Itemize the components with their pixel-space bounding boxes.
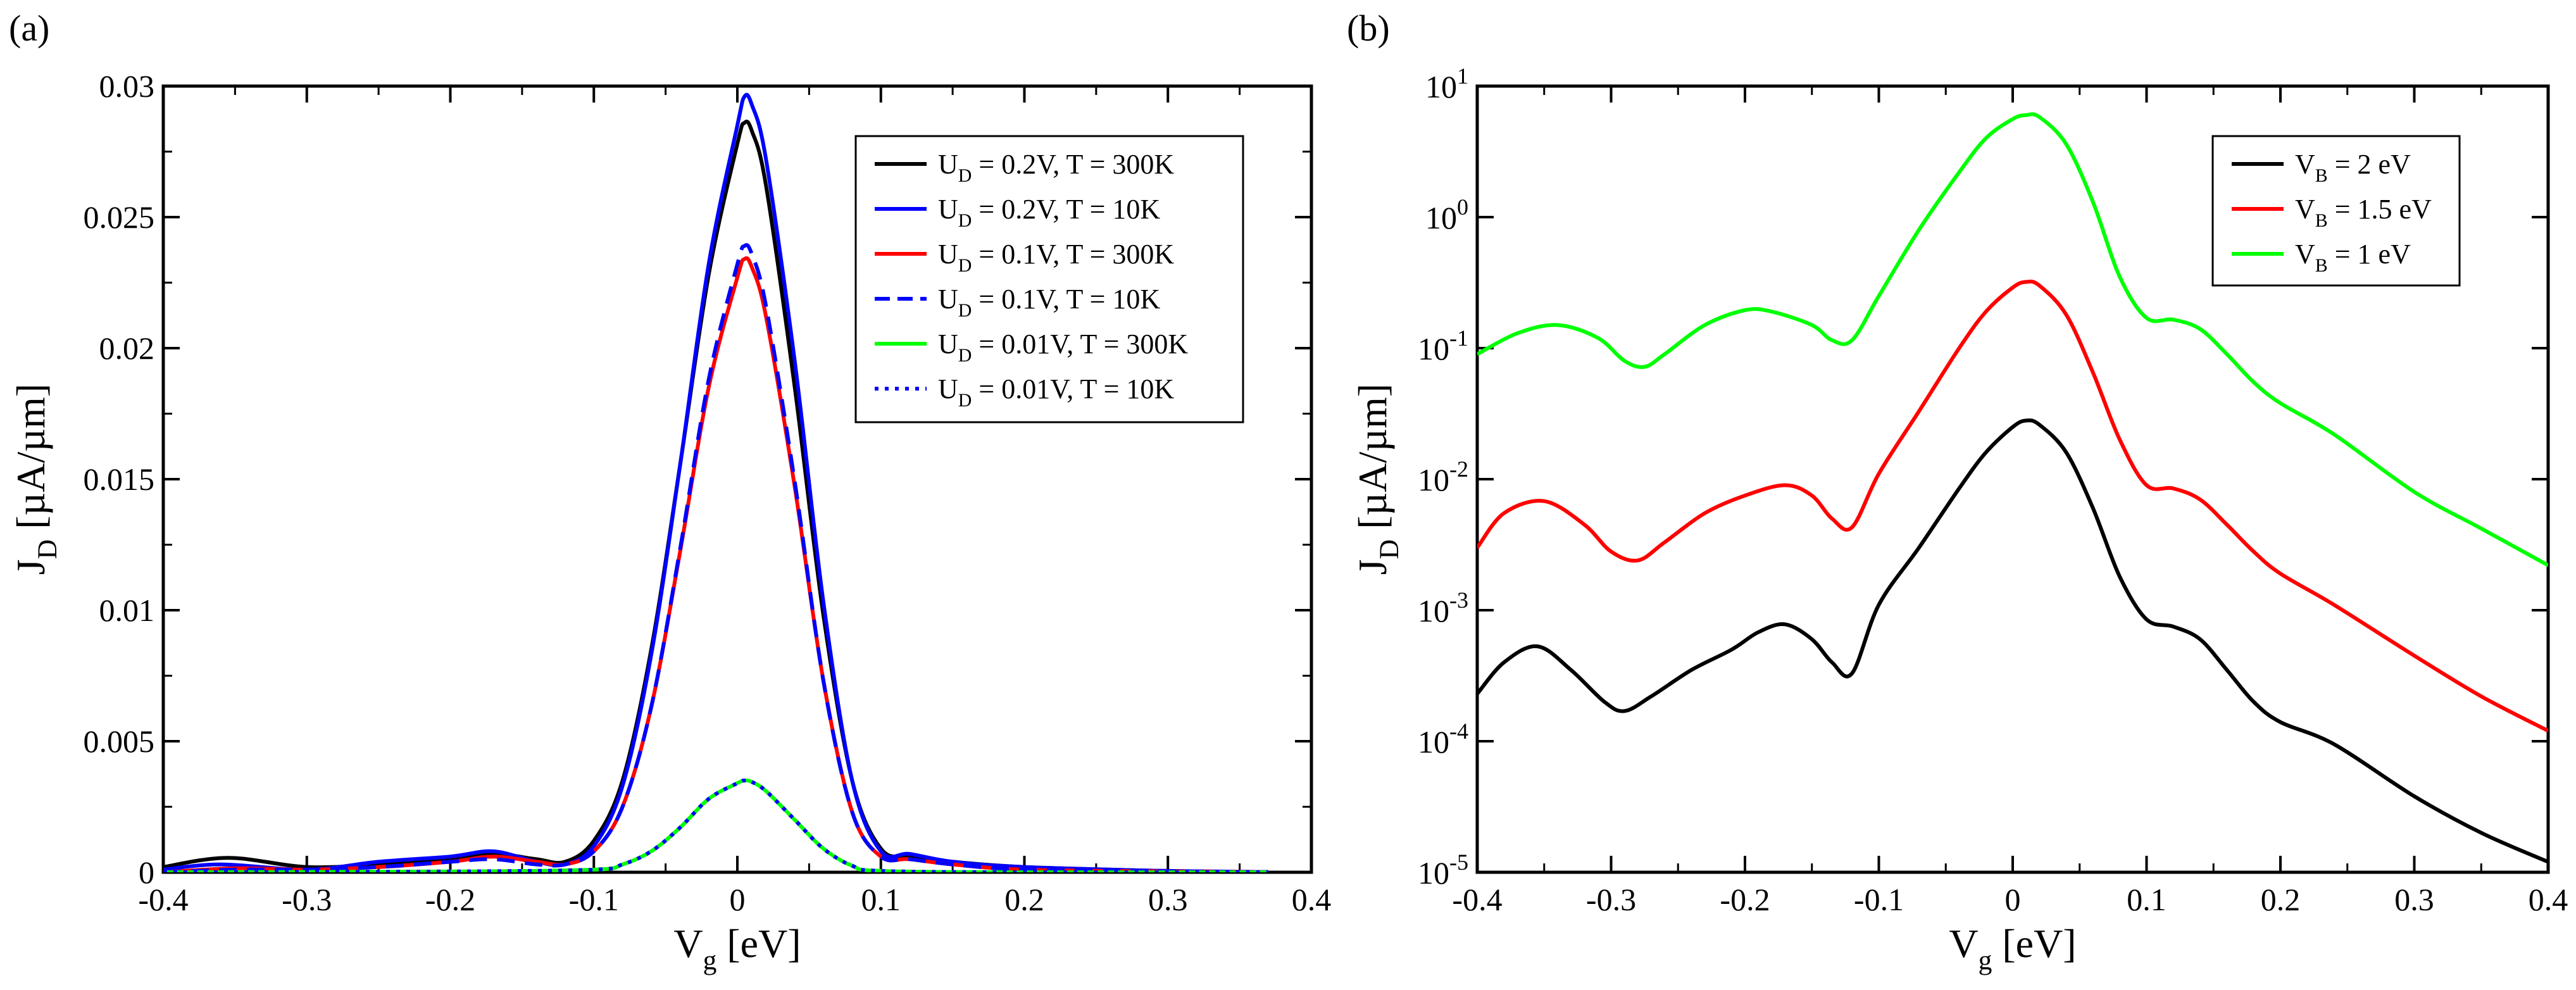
- y-axis-label: JD [µA/µm]: [1350, 384, 1404, 575]
- y-tick-label: 10-3: [1418, 587, 1468, 629]
- series-line-2: [163, 92, 1269, 872]
- y-tick-label: 10-2: [1418, 456, 1468, 498]
- y-tick-label: 0.01: [99, 592, 155, 628]
- series-line-6: [163, 778, 1268, 872]
- x-tick-label: -0.2: [1720, 882, 1770, 917]
- legend-entry: UD = 0.2V, T = 300K: [938, 149, 1174, 186]
- legend-entry: UD = 0.1V, T = 10K: [938, 284, 1160, 321]
- x-tick-label: -0.3: [282, 882, 332, 917]
- x-tick-label: 0.2: [1004, 882, 1044, 917]
- y-axis-label: JD [µA/µm]: [8, 384, 63, 575]
- x-tick-label: 0.1: [861, 882, 901, 917]
- series-line-1: [1477, 418, 2548, 864]
- x-tick-label: -0.4: [138, 882, 188, 917]
- y-tick-label: 100: [1425, 194, 1468, 235]
- legend-entry: UD = 0.2V, T = 10K: [938, 194, 1160, 231]
- y-tick-label: 101: [1425, 63, 1468, 104]
- series-group: [163, 92, 1269, 872]
- series-line-4: [163, 243, 1269, 872]
- x-tick-label: -0.3: [1586, 882, 1636, 917]
- y-tick-label: 0.02: [99, 330, 155, 366]
- legend-entry: UD = 0.01V, T = 300K: [938, 329, 1188, 366]
- x-axis-label: Vg [eV]: [1949, 921, 2076, 975]
- legend: UD = 0.2V, T = 300K UD = 0.2V, T = 10K UD …: [854, 135, 1244, 423]
- x-tick-label: 0.3: [1148, 882, 1188, 917]
- y-tick-label: 10-1: [1418, 325, 1468, 367]
- x-tick-label: -0.1: [569, 882, 619, 917]
- y-tick-label: 0.015: [84, 461, 155, 497]
- chart-panel-a: (a) -0.4 -0.3 -0.2 -0.1 0 0.1 0.2 0.3 0.4 0 0.005 0…: [8, 8, 1331, 975]
- legend-entry: UD = 0.1V, T = 300K: [938, 239, 1174, 276]
- y-tick-label: 0: [139, 855, 154, 890]
- y-tick-label: 0.025: [84, 199, 155, 235]
- legend: VB = 2 eV VB = 1.5 eV VB = 1 eV: [2211, 135, 2461, 287]
- legend-entry: UD = 0.01V, T = 10K: [938, 373, 1174, 411]
- panel-label-a: (a): [9, 8, 49, 49]
- legend-box: [854, 135, 1244, 423]
- y-tick-label: 10-5: [1418, 849, 1468, 891]
- x-tick-label: 0.4: [2529, 882, 2568, 917]
- legend-entry: VB = 2 eV: [2295, 149, 2411, 186]
- chart-panel-b: (b) -0.4 -0.3 -0.2 -0.1 0 0.1 0.2 0.3 0.4 10-5 10-…: [1347, 8, 2568, 975]
- x-tick-label: -0.2: [425, 882, 475, 917]
- x-tick-label: 0.1: [2127, 882, 2166, 917]
- panel-label-b: (b): [1347, 8, 1390, 49]
- series-line-2: [1477, 279, 2548, 733]
- x-tick-label: 0.4: [1292, 882, 1332, 917]
- series-group: [1477, 112, 2548, 864]
- x-tick-label: 0.3: [2394, 882, 2434, 917]
- x-tick-label: 0.2: [2261, 882, 2301, 917]
- y-tick-label: 0.03: [99, 68, 155, 104]
- y-tick-label: 0.005: [84, 724, 155, 759]
- y-tick-label: 10-4: [1418, 718, 1468, 760]
- legend-entry: VB = 1.5 eV: [2295, 194, 2432, 231]
- series-line-3: [1477, 112, 2548, 567]
- x-axis-label: Vg [eV]: [673, 921, 801, 975]
- x-tick-label: -0.4: [1452, 882, 1502, 917]
- x-tick-label: -0.1: [1854, 882, 1904, 917]
- legend-entry: VB = 1 eV: [2295, 239, 2411, 276]
- x-tick-label: 0: [730, 882, 746, 917]
- x-tick-label: 0: [2005, 882, 2021, 917]
- series-line-1: [163, 120, 1269, 872]
